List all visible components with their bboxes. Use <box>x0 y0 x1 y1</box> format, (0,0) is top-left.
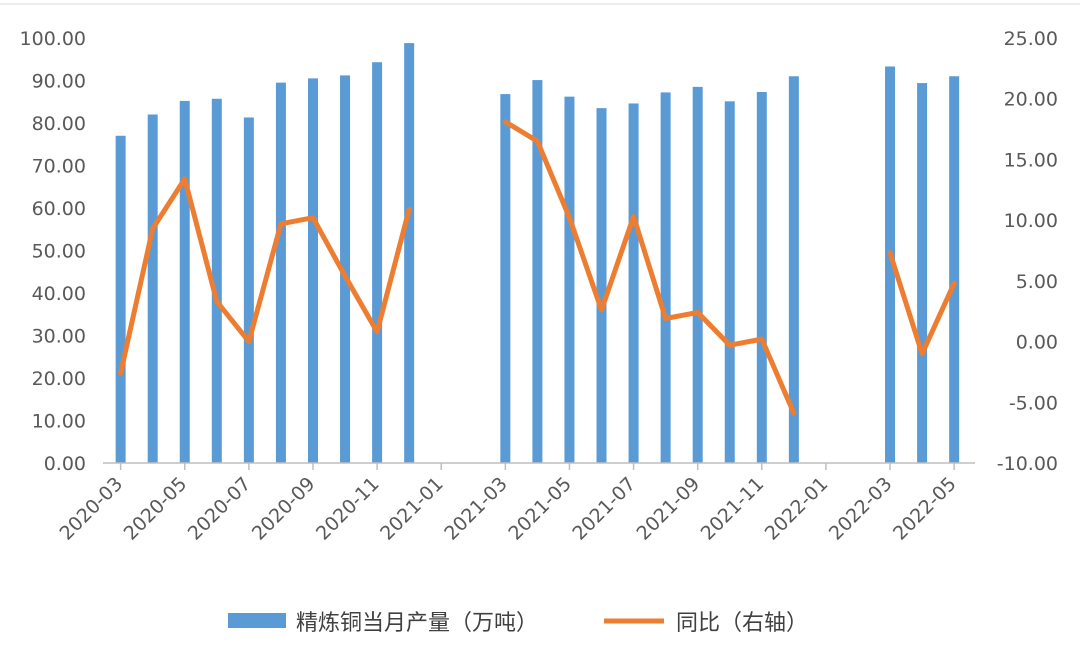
y-left-tick-label: 80.00 <box>32 113 86 135</box>
y-right-tick-label: -10.00 <box>997 453 1058 475</box>
x-tick-label: 2020-05 <box>120 473 192 545</box>
y-right-tick-label: 5.00 <box>1016 271 1058 293</box>
x-tick-label: 2021-09 <box>633 473 705 545</box>
line-segment <box>118 176 412 376</box>
bar-2021-05 <box>564 96 575 464</box>
y-right-tick-label: 15.00 <box>1004 149 1058 171</box>
y-left-tick-label: 70.00 <box>32 156 86 178</box>
line-segment <box>502 119 797 416</box>
bar-2020-08 <box>275 82 286 463</box>
bar-2021-11 <box>756 91 767 463</box>
y-left-tick-label: 40.00 <box>32 283 86 305</box>
x-tick-label: 2020-09 <box>248 473 320 545</box>
bar-2020-03 <box>115 135 126 463</box>
y-left-tick-label: 100.00 <box>20 28 86 50</box>
bar-2021-07 <box>628 103 639 463</box>
bar-2021-10 <box>724 101 735 463</box>
bar-2020-12 <box>404 43 415 463</box>
bar-2021-12 <box>788 76 799 463</box>
bar-2020-09 <box>307 78 318 463</box>
y-left-tick-label: 50.00 <box>32 241 86 263</box>
x-tick-label: 2020-03 <box>55 473 127 545</box>
y-right-tick-label: 0.00 <box>1016 332 1058 354</box>
y-left-tick-label: 60.00 <box>32 198 86 220</box>
x-tick-label: 2022-03 <box>825 473 897 545</box>
bar-2020-06 <box>211 98 222 464</box>
bar-2021-06 <box>596 108 607 463</box>
legend-label-line: 同比（右轴） <box>676 611 808 636</box>
x-tick-label: 2020-07 <box>184 473 256 545</box>
bar-2020-04 <box>147 114 158 463</box>
bar-2021-04 <box>532 80 543 463</box>
legend-label-bar: 精炼铜当月产量（万吨） <box>296 611 538 636</box>
bar-2021-03 <box>500 94 511 463</box>
legend: 精炼铜当月产量（万吨） 同比（右轴） <box>228 611 808 636</box>
bar-2020-11 <box>372 62 383 463</box>
bar-2020-07 <box>243 117 254 463</box>
bar-2020-05 <box>179 100 190 464</box>
y-right-tick-label: 25.00 <box>1004 28 1058 50</box>
y-right-tick-label: 20.00 <box>1004 89 1058 111</box>
y-left-tick-label: 20.00 <box>32 368 86 390</box>
x-tick-label: 2022-05 <box>889 473 961 545</box>
x-tick-label: 2021-03 <box>440 473 512 545</box>
bar-2022-05 <box>949 76 960 463</box>
y-left-tick-label: 90.00 <box>32 71 86 93</box>
bar-2022-04 <box>917 83 928 464</box>
y-left-tick-label: 30.00 <box>32 326 86 348</box>
bar-2022-03 <box>885 66 896 463</box>
x-tick-label: 2022-01 <box>761 473 833 545</box>
x-tick-label: 2021-07 <box>568 473 640 545</box>
y-right-tick-label: 10.00 <box>1004 210 1058 232</box>
line-series <box>118 119 957 416</box>
y-left-tick-label: 0.00 <box>44 453 86 475</box>
legend-swatch-bar <box>228 613 286 628</box>
bar-2021-08 <box>660 92 671 464</box>
x-tick-label: 2021-01 <box>376 473 448 545</box>
x-tick-label: 2020-11 <box>312 473 384 545</box>
y-right-tick-label: -5.00 <box>1009 392 1058 414</box>
bar-series <box>115 43 960 464</box>
y-left-tick-label: 10.00 <box>32 411 86 433</box>
bar-2021-09 <box>692 86 703 463</box>
bar-2020-10 <box>340 75 351 464</box>
x-tick-label: 2021-05 <box>504 473 576 545</box>
x-tick-label: 2021-11 <box>697 473 769 545</box>
